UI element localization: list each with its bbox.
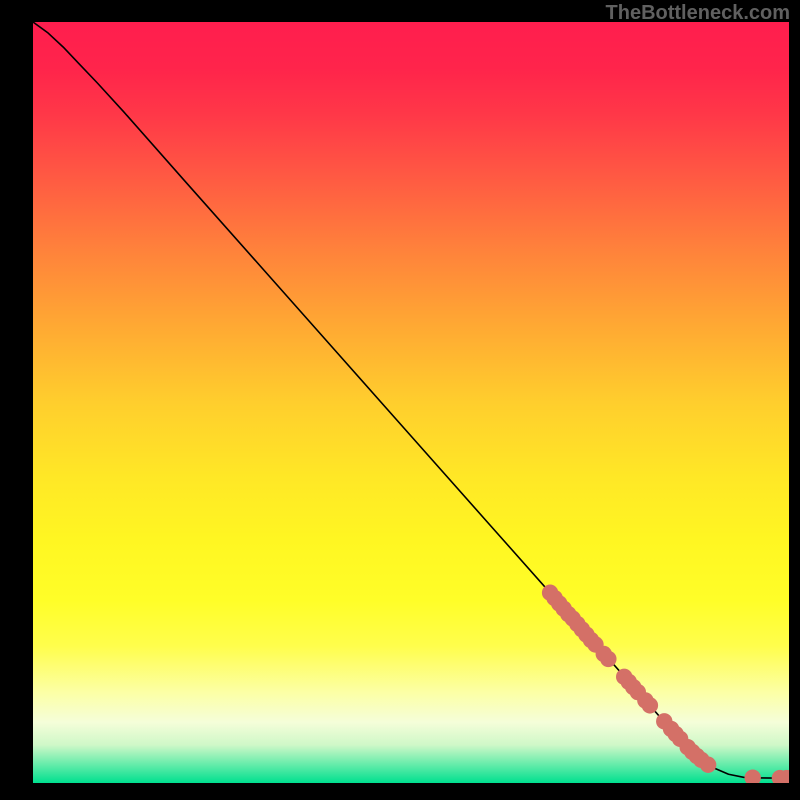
chart-stage: TheBottleneck.com: [0, 0, 800, 800]
plot-area: [33, 22, 789, 783]
data-marker: [600, 651, 616, 667]
chart-svg: [33, 22, 789, 783]
data-marker: [642, 697, 658, 713]
watermark-text: TheBottleneck.com: [606, 2, 790, 25]
data-marker: [700, 757, 716, 773]
gradient-background: [33, 22, 789, 783]
